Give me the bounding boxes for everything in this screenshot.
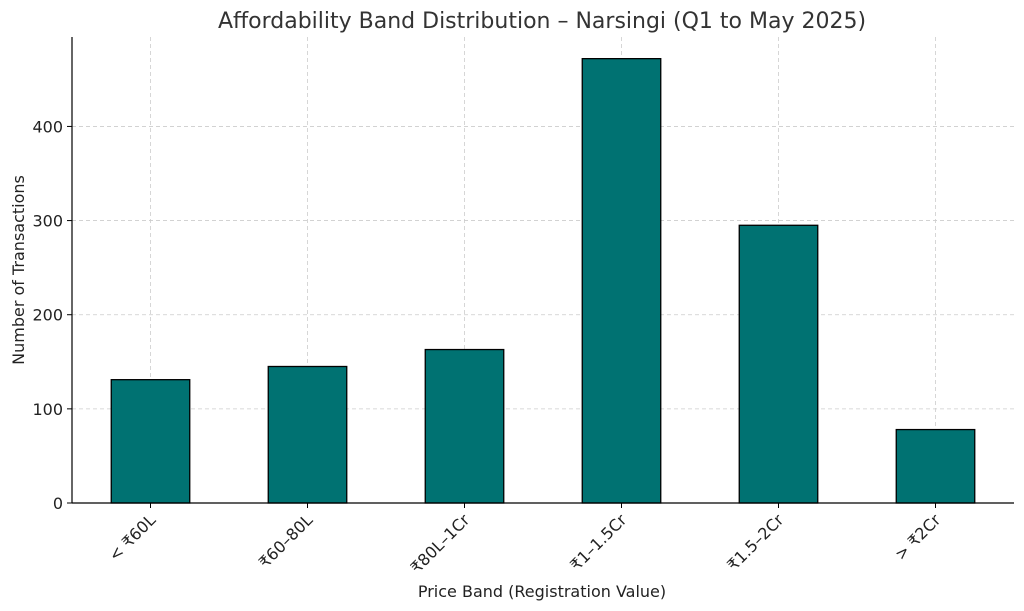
- x-tick-label: ₹60–80L: [255, 510, 316, 571]
- y-axis-ticks: 0 100 200 300 400: [32, 117, 72, 513]
- y-tick-label: 400: [32, 117, 63, 136]
- bar-0: [110, 379, 191, 504]
- y-tick-label: 100: [32, 400, 63, 419]
- grid: [72, 37, 1014, 504]
- x-tick-label: ₹1–1.5Cr: [566, 510, 630, 574]
- x-tick-label: ₹1.5–2Cr: [723, 510, 787, 574]
- bar-1: [267, 365, 348, 504]
- chart-title: Affordability Band Distribution – Narsin…: [218, 9, 866, 34]
- bar-4: [738, 224, 819, 504]
- bar-2: [424, 348, 505, 504]
- x-tick-label: < ₹60L: [105, 510, 159, 564]
- bar-5: [895, 428, 976, 504]
- axes: [71, 37, 1014, 504]
- x-tick-label: > ₹2Cr: [891, 510, 945, 564]
- x-tick-label: ₹80L–1Cr: [407, 510, 474, 577]
- x-axis-ticks: < ₹60L ₹60–80L ₹80L–1Cr ₹1–1.5Cr ₹1.5–2Cr > ₹…: [105, 503, 945, 577]
- y-axis-label: Number of Transactions: [9, 175, 28, 365]
- bars: [110, 58, 976, 504]
- bar-3: [581, 58, 662, 504]
- y-tick-label: 0: [53, 494, 63, 513]
- y-tick-label: 300: [32, 212, 63, 231]
- y-tick-label: 200: [32, 306, 63, 325]
- x-axis-label: Price Band (Registration Value): [418, 582, 666, 601]
